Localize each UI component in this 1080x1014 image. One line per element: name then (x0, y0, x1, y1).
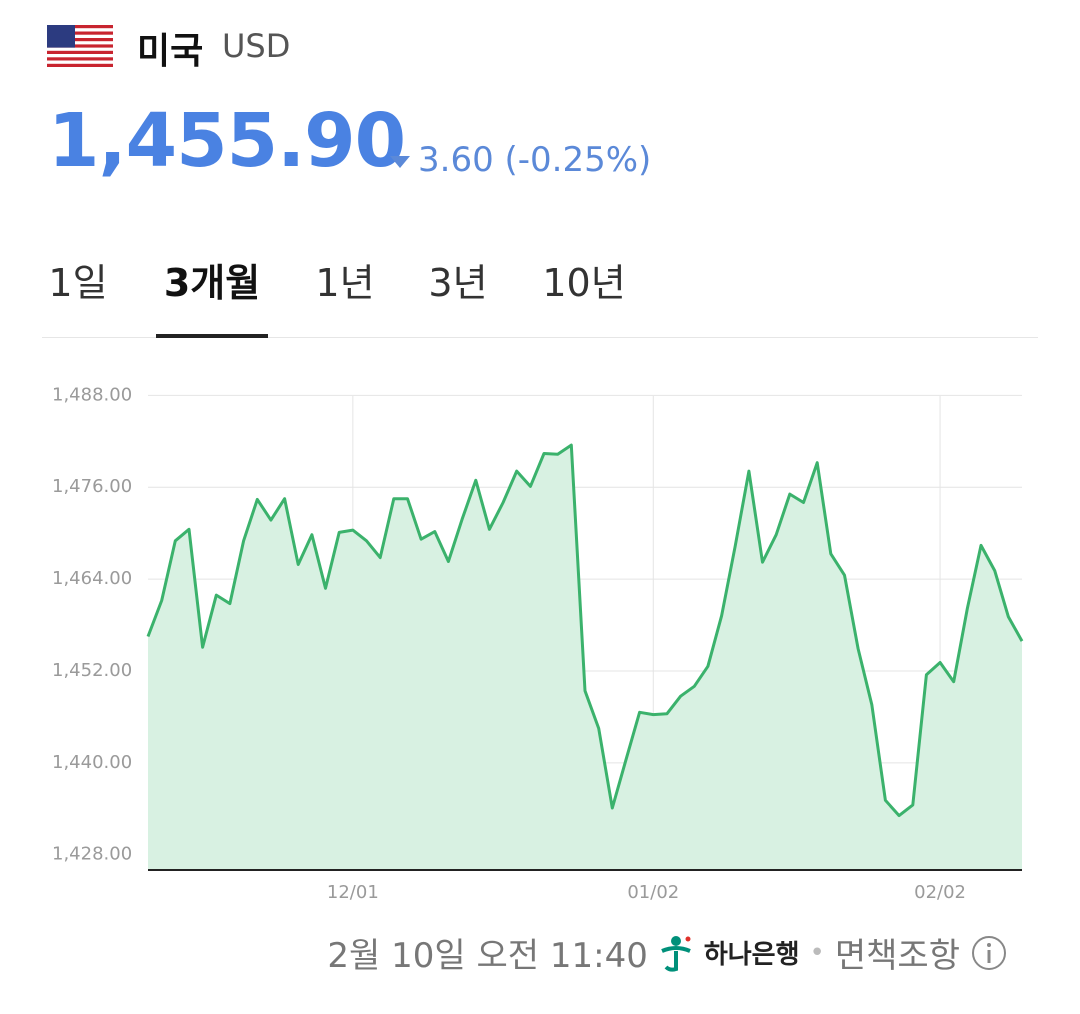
y-tick-label: 1,428.00 (52, 844, 132, 865)
x-tick-label: 01/02 (627, 882, 679, 903)
info-icon[interactable] (970, 934, 1008, 972)
tab-underline (156, 334, 268, 338)
timestamp: 2월 10일 오전 11:40 (327, 936, 648, 976)
x-tick-label: 02/02 (914, 882, 966, 903)
tab[interactable]: 1년 (315, 261, 375, 305)
bank-name: 하나은행 (703, 940, 800, 970)
footer: 2월 10일 오전 11:40 하나은행 • 면책조항 (327, 928, 1008, 977)
tab[interactable]: 3개월 (163, 261, 261, 305)
y-tick-label: 1,476.00 (52, 476, 132, 497)
change-text: 3.60 (-0.25%) (418, 140, 652, 180)
chart: 1,428.00 1,440.00 1,452.00 1,464.00 1,476.00… (52, 384, 1024, 903)
y-tick-label: 1,464.00 (52, 568, 132, 589)
country: 미국 (137, 31, 204, 72)
y-tick-label: 1,488.00 (52, 384, 132, 405)
tab[interactable]: 1일 (48, 261, 108, 305)
tab-divider (42, 337, 1038, 338)
price: 1,455.90 (48, 98, 406, 184)
tab[interactable]: 3년 (428, 261, 488, 305)
y-tick-label: 1,452.00 (52, 660, 132, 681)
y-tick-label: 1,440.00 (52, 752, 132, 773)
change: 3.60 (-0.25%) (390, 140, 651, 180)
disclaimer[interactable]: 면책조항 (834, 936, 960, 976)
area (148, 445, 1022, 870)
bank-logo (661, 935, 691, 972)
us-flag (47, 25, 113, 67)
currency: USD (222, 27, 291, 65)
x-tick-label: 12/01 (327, 882, 379, 903)
tab[interactable]: 10년 (542, 261, 626, 305)
line (146, 443, 1024, 818)
